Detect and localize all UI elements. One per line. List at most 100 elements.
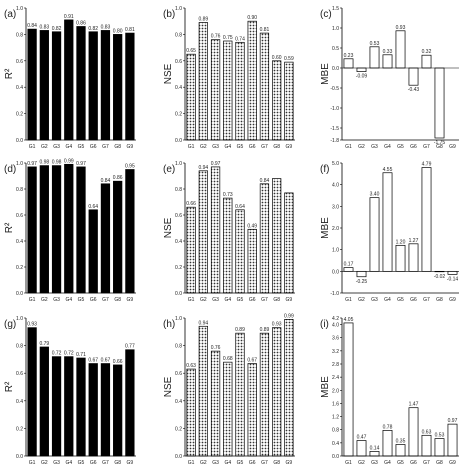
bar <box>186 368 196 457</box>
y-tick-label: 0.8 <box>332 428 339 434</box>
x-tick-label: G4 <box>65 144 72 150</box>
y-tick-label: 0.8 <box>175 344 182 350</box>
x-tick-label: G5 <box>397 460 404 466</box>
y-tick-label: 0.4 <box>16 239 23 245</box>
y-tick-label: 0.2 <box>175 426 182 432</box>
x-tick-label: G4 <box>384 144 391 150</box>
bar <box>343 267 354 272</box>
bar <box>210 39 221 141</box>
panel-h: (h) NSE 0.0 0.2 0.4 0.6 0.8 1.0 0.63 G1 0.94 G2 0.76… <box>163 313 295 466</box>
bar <box>421 434 432 457</box>
x-tick-label: G3 <box>371 460 378 466</box>
data-label: 4.05 <box>344 317 354 323</box>
bar <box>198 325 208 457</box>
y-axis-label: R² <box>4 68 15 79</box>
data-label: -0.43 <box>408 87 420 93</box>
y-tick-label: 0.2 <box>175 112 182 118</box>
x-tick-label: G2 <box>358 460 365 466</box>
data-label: 0.76 <box>211 345 221 351</box>
bar <box>356 440 367 457</box>
y-tick-label: 0.6 <box>16 59 23 65</box>
data-label: 0.98 <box>52 160 62 166</box>
x-tick-label: G6 <box>410 144 417 150</box>
bar <box>113 34 123 141</box>
bar <box>64 19 74 141</box>
x-tick-label: G7 <box>423 297 430 303</box>
y-tick-label: 0.2 <box>175 265 182 271</box>
x-tick-label: G8 <box>436 144 443 150</box>
data-label: 0.99 <box>284 313 294 319</box>
y-tick-label: 1.2 <box>332 415 339 421</box>
x-tick-label: G7 <box>102 144 109 150</box>
x-tick-label: G7 <box>102 460 109 466</box>
data-label: 0.59 <box>284 56 294 62</box>
y-tick-label: 0.4 <box>175 239 182 245</box>
x-tick-label: G4 <box>224 297 231 303</box>
x-tick-label: G9 <box>127 297 134 303</box>
x-tick-label: G1 <box>29 144 36 150</box>
x-tick-label: G1 <box>345 297 352 303</box>
data-label: 0.53 <box>370 41 380 47</box>
panel-label: (h) <box>163 319 175 330</box>
y-tick-label: 0.0 <box>16 138 23 144</box>
y-tick-label: 0.6 <box>175 213 182 219</box>
data-label: 1.20 <box>396 239 406 245</box>
data-label: 0.67 <box>101 358 111 364</box>
x-tick-label: G3 <box>53 460 60 466</box>
bar <box>408 407 419 457</box>
x-tick-label: G8 <box>273 297 280 303</box>
y-tick-label: -1.5 <box>330 126 339 132</box>
bar <box>447 423 458 457</box>
data-label: 0.93 <box>396 25 406 31</box>
bar <box>113 180 123 294</box>
x-tick-label: G3 <box>371 297 378 303</box>
bar <box>272 178 282 294</box>
bar <box>51 31 62 141</box>
y-tick-label: 0.0 <box>332 66 339 72</box>
bar <box>76 166 86 294</box>
y-tick-label: 2.4 <box>332 375 339 381</box>
y-tick-label: 0.2 <box>16 112 23 118</box>
bar <box>100 363 111 457</box>
y-tick-label: 4.0 <box>332 183 339 189</box>
bar <box>186 53 196 141</box>
data-label: 0.95 <box>125 164 135 170</box>
y-axis-label: NSE <box>163 376 174 397</box>
bar <box>434 67 445 139</box>
data-label: 0.83 <box>101 24 111 30</box>
bar <box>64 163 74 294</box>
bar <box>259 183 270 294</box>
y-tick-label: 1.0 <box>175 161 182 167</box>
x-tick-label: G6 <box>90 460 97 466</box>
bar <box>100 183 111 294</box>
y-tick-label: 4.2 <box>332 316 339 322</box>
y-tick-label: 0.8 <box>16 32 23 38</box>
data-label: 0.63 <box>186 363 196 369</box>
x-tick-label: G7 <box>261 297 268 303</box>
bar <box>272 60 282 141</box>
y-tick-label: 0.4 <box>16 85 23 91</box>
x-tick-label: G9 <box>127 144 134 150</box>
y-tick-label: 2.0 <box>332 226 339 232</box>
y-tick-label: -1.0 <box>330 291 339 297</box>
y-tick-label: 0.0 <box>332 269 339 275</box>
data-label: 0.82 <box>52 26 62 32</box>
bar <box>198 170 208 294</box>
x-tick-label: G6 <box>249 144 256 150</box>
data-label: 0.79 <box>39 341 49 347</box>
data-label: 3.40 <box>370 192 380 198</box>
x-tick-label: G1 <box>345 144 352 150</box>
data-label: 0.63 <box>422 429 432 435</box>
data-label: 0.75 <box>223 35 233 41</box>
y-tick-label: 1.0 <box>332 248 339 254</box>
y-axis-label: NSE <box>163 217 174 238</box>
bar <box>421 167 432 272</box>
data-label: 0.60 <box>272 55 282 61</box>
bar <box>382 172 393 272</box>
x-tick-label: G6 <box>249 460 256 466</box>
y-tick-label: 0.6 <box>175 371 182 377</box>
x-tick-label: G7 <box>261 144 268 150</box>
x-tick-label: G4 <box>224 144 231 150</box>
bar <box>235 41 245 141</box>
